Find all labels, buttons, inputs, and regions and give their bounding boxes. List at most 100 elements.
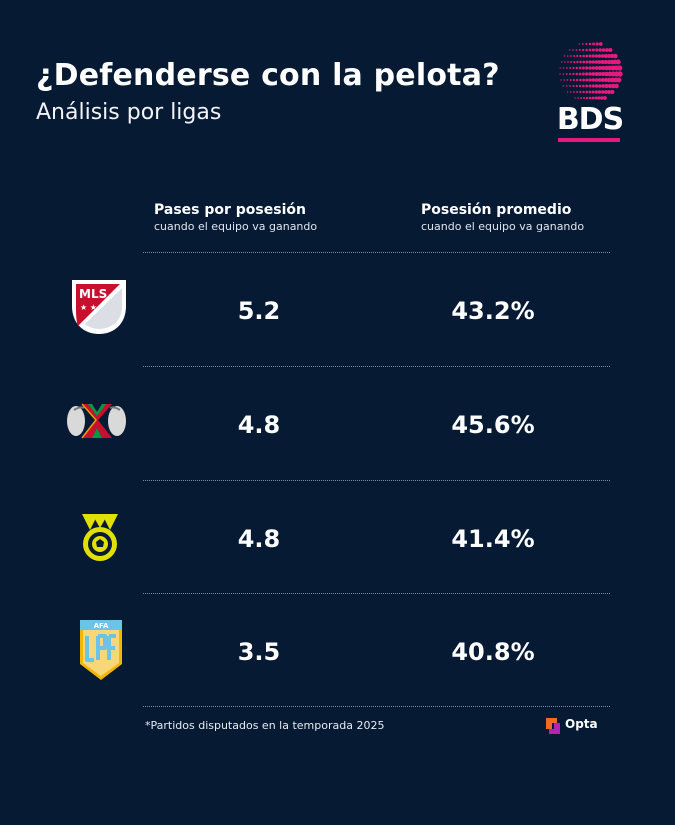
globe-dot bbox=[604, 90, 608, 94]
globe-dot bbox=[600, 77, 605, 83]
globe-dot bbox=[601, 48, 606, 52]
globe-dot bbox=[579, 60, 582, 64]
page-subtitle: Análisis por ligas bbox=[36, 100, 222, 125]
globe-dot bbox=[560, 79, 562, 81]
globe-dot bbox=[597, 54, 602, 58]
globe-dot bbox=[592, 42, 596, 46]
globe-dot bbox=[581, 72, 585, 76]
globe-dot bbox=[578, 48, 581, 52]
possession-value-brasileirao: 41.4% bbox=[451, 525, 535, 553]
globe-dot bbox=[582, 96, 586, 100]
globe-dot bbox=[610, 53, 615, 59]
globe-dot bbox=[594, 90, 598, 94]
globe-dot bbox=[603, 77, 609, 83]
globe-dot bbox=[597, 96, 601, 100]
passes-value-ligamx: 4.8 bbox=[237, 411, 281, 439]
globe-dot bbox=[600, 54, 605, 58]
globe-dot bbox=[569, 66, 572, 70]
globe-dot bbox=[588, 78, 592, 82]
globe-dot bbox=[597, 60, 602, 64]
globe-dot bbox=[577, 97, 579, 99]
globe-dot bbox=[594, 84, 599, 88]
globe-dot bbox=[591, 78, 595, 82]
globe-dot bbox=[594, 96, 598, 100]
globe-dot bbox=[594, 54, 598, 58]
globe-dot bbox=[616, 77, 622, 83]
globe-dot bbox=[569, 72, 572, 76]
bds-logo: BDS bbox=[552, 40, 628, 146]
globe-dot bbox=[572, 78, 576, 82]
globe-dot bbox=[578, 43, 580, 45]
globe-dot bbox=[591, 90, 595, 94]
globe-dot bbox=[588, 54, 592, 58]
globe-dot bbox=[562, 73, 565, 75]
opta-logo: Opta bbox=[543, 715, 613, 739]
globe-dot bbox=[604, 71, 609, 77]
globe-dot bbox=[591, 72, 596, 76]
globe-dot bbox=[564, 61, 566, 63]
globe-dot bbox=[594, 78, 599, 82]
globe-dot bbox=[591, 48, 595, 52]
globe-dot bbox=[579, 78, 582, 82]
globe-dot bbox=[585, 78, 589, 82]
globe-dot bbox=[603, 96, 607, 100]
globe-dot bbox=[588, 42, 592, 46]
passes-value-lpf: 3.5 bbox=[237, 638, 281, 666]
possession-value-ligamx: 45.6% bbox=[451, 411, 535, 439]
globe-dot bbox=[603, 59, 608, 65]
globe-dot bbox=[575, 66, 579, 70]
globe-dot bbox=[606, 59, 612, 65]
globe-dot bbox=[606, 53, 612, 59]
globe-dot bbox=[565, 85, 568, 87]
globe-dot bbox=[574, 97, 576, 99]
globe-dot bbox=[582, 78, 585, 82]
globe-dot bbox=[582, 60, 586, 64]
globe-dot bbox=[576, 60, 579, 64]
globe-dot bbox=[579, 54, 582, 58]
opta-text: Opta bbox=[565, 717, 598, 731]
possession-value-mls: 43.2% bbox=[451, 297, 535, 325]
globe-dot bbox=[601, 71, 606, 77]
globe-dot bbox=[591, 84, 595, 88]
globe-dot bbox=[601, 65, 606, 71]
globe-dot bbox=[594, 60, 599, 64]
globe-dot bbox=[565, 67, 568, 69]
globe-dot bbox=[559, 67, 561, 69]
globe-dot bbox=[597, 65, 602, 71]
column-title-possession: Posesión promedio bbox=[421, 202, 572, 218]
globe-dot bbox=[566, 79, 569, 81]
globe-dot bbox=[582, 90, 585, 94]
brasileirao-logo bbox=[76, 512, 124, 568]
globe-dot bbox=[573, 60, 576, 64]
globe-dot bbox=[566, 55, 569, 57]
globe-dot bbox=[588, 72, 592, 76]
divider-line bbox=[143, 252, 610, 253]
globe-dot bbox=[611, 83, 616, 89]
globe-dot bbox=[588, 84, 592, 88]
globe-dot bbox=[582, 84, 585, 88]
footnote: *Partidos disputados en la temporada 202… bbox=[145, 719, 385, 732]
globe-dot bbox=[595, 48, 599, 52]
globe-dot bbox=[601, 84, 606, 88]
globe-dot bbox=[588, 48, 592, 52]
globe-dot bbox=[615, 59, 621, 65]
globe-dot bbox=[617, 65, 623, 71]
globe-dot bbox=[573, 91, 575, 93]
globe-dot bbox=[588, 90, 592, 94]
globe-dot bbox=[608, 47, 613, 53]
globe-dot bbox=[607, 90, 612, 94]
globe-dot bbox=[575, 49, 578, 51]
globe-dot bbox=[562, 67, 565, 69]
globe-dot bbox=[569, 79, 572, 81]
globe-dot bbox=[585, 42, 588, 46]
possession-value-lpf: 40.8% bbox=[451, 638, 535, 666]
column-header-passes: Pases por posesión cuando el equipo va g… bbox=[154, 202, 317, 233]
globe-dot bbox=[585, 54, 589, 58]
globe-dot bbox=[598, 48, 602, 52]
globe-dot bbox=[600, 90, 605, 94]
globe-dot bbox=[600, 60, 605, 64]
globe-dot bbox=[610, 89, 615, 95]
globe-dot bbox=[570, 91, 572, 93]
globe-dot bbox=[585, 66, 589, 70]
globe-dot bbox=[568, 49, 571, 51]
